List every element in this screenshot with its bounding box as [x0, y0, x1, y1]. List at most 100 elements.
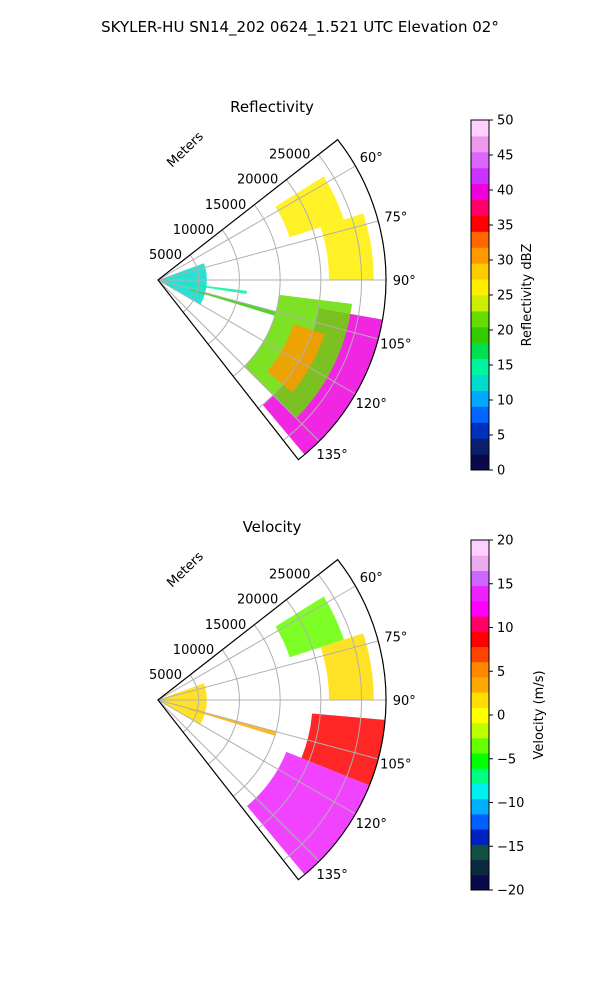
- range-ring: [283, 574, 363, 861]
- range-tick-label: 15000: [205, 618, 246, 633]
- azimuth-spoke: [157, 699, 379, 760]
- azimuth-tick-label: 105°: [380, 758, 411, 773]
- range-axis-label: Meters: [164, 129, 207, 171]
- sector-outline: [157, 558, 387, 881]
- reflectivity-panel: Reflectivity Meters 5000 10000 15000 20000 2…: [149, 98, 535, 479]
- range-tick-label: 5000: [149, 248, 182, 263]
- range-tick-label: 5000: [149, 668, 182, 683]
- colorbar-swatch: [471, 454, 489, 471]
- azimuth-tick-label: 75°: [384, 210, 407, 225]
- azimuth-spoke: [157, 699, 320, 862]
- colorbar-swatch: [471, 438, 489, 455]
- range-tick-label: 20000: [237, 173, 278, 188]
- colorbar-swatch: [471, 295, 489, 312]
- colorbar-tick-label: 45: [497, 149, 514, 164]
- azimuth-spoke: [157, 699, 356, 815]
- azimuth-tick-label: 90°: [393, 694, 416, 709]
- range-tick-label: 15000: [205, 198, 246, 213]
- colorbar-swatch: [471, 600, 489, 617]
- colorbar-swatch: [471, 798, 489, 815]
- velocity-colorbar: −20 −15 −10 −5 0 5 10 15 20: [470, 534, 524, 899]
- colorbar-swatch: [471, 874, 489, 891]
- colorbar-swatch: [471, 374, 489, 391]
- azimuth-spoke: [157, 279, 379, 340]
- colorbar-tick-label: 35: [497, 219, 514, 234]
- colorbar-swatch: [471, 737, 489, 754]
- range-tick-label: 10000: [173, 223, 214, 238]
- colorbar-swatch: [471, 631, 489, 648]
- figure-title: SKYLER-HU SN14_202 0624_1.521 UTC Elevat…: [101, 18, 499, 37]
- colorbar-tick-label: −5: [497, 752, 516, 767]
- colorbar-tick-label: 0: [497, 709, 505, 724]
- colorbar-swatch: [471, 199, 489, 216]
- colorbar-swatch: [471, 390, 489, 407]
- colorbar-swatch: [471, 859, 489, 876]
- velocity-grid: [157, 558, 387, 881]
- range-tick-label: 10000: [173, 643, 214, 658]
- colorbar-tick-label: 25: [497, 289, 514, 304]
- colorbar-tick-label: 10: [497, 621, 514, 636]
- colorbar-swatch: [471, 753, 489, 769]
- colorbar-swatch: [471, 358, 489, 376]
- colorbar-tick-label: 20: [497, 534, 514, 549]
- colorbar-swatch: [471, 263, 489, 280]
- colorbar-swatch: [471, 783, 489, 800]
- colorbar-swatch: [471, 183, 489, 201]
- colorbar-tick-label: 10: [497, 394, 514, 409]
- range-tick-label: 25000: [269, 148, 310, 163]
- echo-arc-echo: [275, 596, 344, 658]
- sector-outline: [157, 138, 387, 461]
- colorbar-tick-label: 50: [497, 114, 514, 129]
- velocity-range-ticks: 5000 10000 15000 20000 25000: [149, 568, 310, 683]
- colorbar-tick-label: 5: [497, 665, 505, 680]
- colorbar-tick-label: 0: [497, 464, 505, 479]
- colorbar-tick-label: 30: [497, 254, 514, 269]
- reflectivity-field: [161, 176, 383, 455]
- colorbar-swatch: [471, 829, 489, 845]
- colorbar-swatch: [471, 661, 489, 678]
- reflectivity-colorbar: 0 5 10 15 20 25 30 35 40 45 50: [470, 114, 514, 479]
- colorbar-swatch: [471, 422, 489, 439]
- colorbar-swatch: [471, 616, 489, 632]
- azimuth-tick-label: 135°: [316, 868, 347, 883]
- range-ring: [182, 254, 200, 313]
- velocity-panel: Velocity Meters 5000 10000 15000 20000 25000…: [149, 518, 547, 899]
- range-ring: [207, 649, 240, 765]
- colorbar-swatch: [471, 151, 489, 169]
- colorbar-tick-label: −20: [497, 884, 524, 899]
- colorbar-swatch: [471, 646, 489, 663]
- range-tick-label: 20000: [237, 593, 278, 608]
- colorbar-swatch: [471, 722, 489, 739]
- range-ring: [257, 599, 322, 829]
- azimuth-spoke: [157, 165, 356, 281]
- colorbar-swatch: [471, 570, 489, 587]
- colorbar-swatch: [471, 555, 489, 571]
- colorbar-swatch: [471, 310, 489, 328]
- colorbar-swatch: [471, 342, 489, 360]
- colorbar-tick-label: 15: [497, 577, 514, 592]
- echo-inbound-core: [246, 751, 370, 875]
- azimuth-tick-label: 120°: [356, 817, 387, 832]
- azimuth-spoke: [157, 279, 356, 395]
- echo-arc-echo: [275, 176, 344, 238]
- colorbar-tick-label: −10: [497, 796, 524, 811]
- echo-storm-rim: [267, 324, 325, 393]
- colorbar-swatch: [471, 120, 489, 137]
- reflectivity-range-ticks: 5000 10000 15000 20000 25000: [149, 148, 310, 263]
- azimuth-spoke: [157, 640, 379, 701]
- colorbar-tick-label: 5: [497, 429, 505, 444]
- range-tick-label: 25000: [269, 568, 310, 583]
- colorbar-swatch: [471, 768, 489, 784]
- panel-title: Reflectivity: [230, 98, 314, 116]
- echo-near-clutter: [161, 683, 207, 725]
- colorbar-swatch: [471, 231, 489, 248]
- colorbar-swatch: [471, 707, 489, 724]
- colorbar-swatch: [471, 135, 489, 153]
- colorbar-swatch: [471, 844, 489, 861]
- azimuth-spoke: [157, 585, 356, 701]
- colorbar-label: Velocity (m/s): [532, 670, 547, 759]
- colorbar-swatch: [471, 247, 489, 264]
- range-ring: [257, 179, 322, 409]
- reflectivity-grid: [157, 138, 387, 461]
